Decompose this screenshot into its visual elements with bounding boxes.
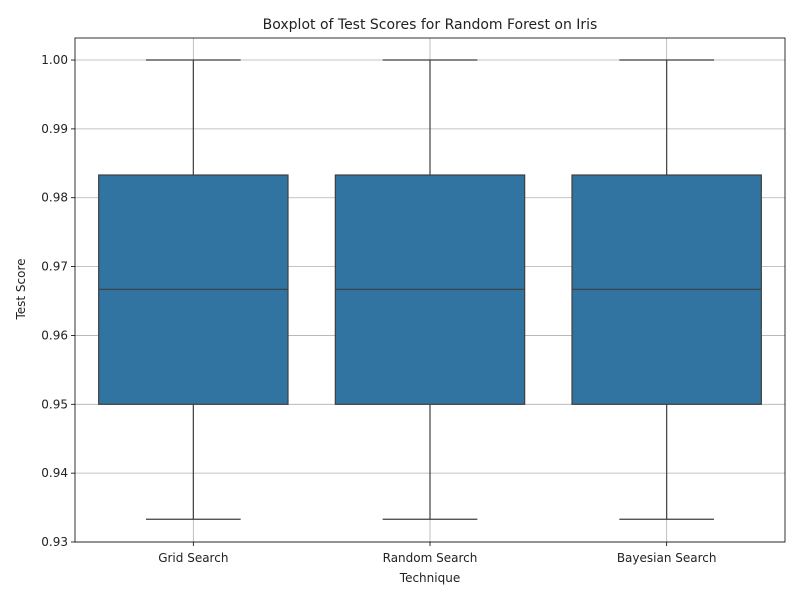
x-axis-label: Technique: [399, 571, 460, 585]
box-group: [334, 59, 526, 520]
y-tick-label: 0.98: [41, 191, 68, 205]
tick-layer: 0.93 0.94 0.95 0.96 0.97 0.98 0.99 1.00 Grid Sea…: [41, 53, 716, 565]
y-tick-label: 0.95: [41, 397, 68, 411]
y-tick-label: 0.96: [41, 328, 68, 342]
y-tick-label: 0.93: [41, 535, 68, 549]
x-tick-label: Random Search: [383, 551, 478, 565]
y-tick-label: 0.97: [41, 260, 68, 274]
x-tick-label: Grid Search: [158, 551, 228, 565]
x-tick-label: Bayesian Search: [617, 551, 717, 565]
y-tick-label: 0.99: [41, 122, 68, 136]
y-tick-label: 1.00: [41, 53, 68, 67]
chart-title: Boxplot of Test Scores for Random Forest…: [263, 17, 598, 33]
y-axis-label: Test Score: [14, 258, 28, 320]
box-group: [571, 59, 762, 520]
box-layer: [98, 59, 762, 520]
box-group: [98, 59, 289, 520]
y-tick-label: 0.94: [41, 466, 68, 480]
